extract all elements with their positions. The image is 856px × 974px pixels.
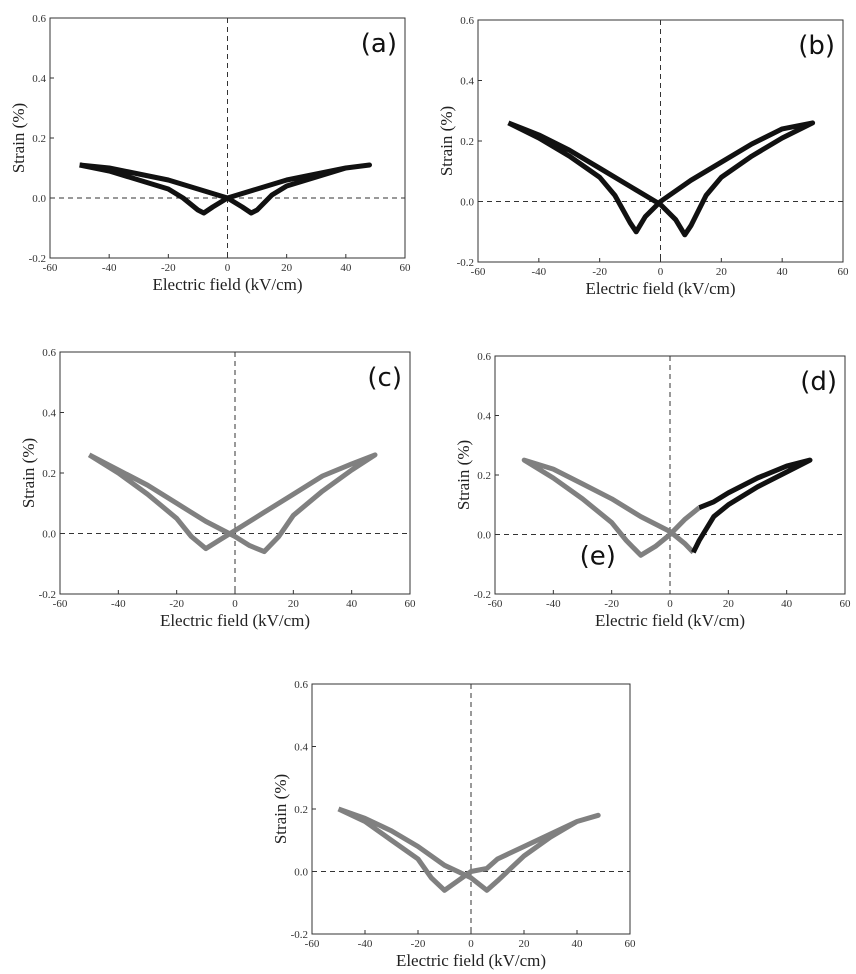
panel-label: (e) xyxy=(580,541,616,571)
y-tick-label: 0.4 xyxy=(460,76,474,88)
x-tick-label: 40 xyxy=(777,266,789,278)
y-tick-label: 0.4 xyxy=(42,408,56,420)
x-axis-label: Electric field (kV/cm) xyxy=(595,611,745,630)
x-tick-label: 40 xyxy=(572,938,584,950)
y-tick-label: 0.0 xyxy=(294,867,308,879)
y-axis-label: Strain (%) xyxy=(437,106,456,176)
y-tick-label: 0.2 xyxy=(42,468,56,480)
y-tick-label: 0.0 xyxy=(460,197,474,209)
x-tick-label: 40 xyxy=(340,262,352,274)
y-tick-label: 0.2 xyxy=(294,804,308,816)
x-tick-label: 0 xyxy=(225,262,231,274)
x-tick-label: 40 xyxy=(781,598,793,610)
x-tick-label: -20 xyxy=(161,262,176,274)
strain-curve xyxy=(521,457,701,558)
x-tick-label: 0 xyxy=(667,598,673,610)
x-tick-label: 60 xyxy=(405,598,417,610)
x-tick-label: 60 xyxy=(625,938,637,950)
x-tick-label: -60 xyxy=(43,262,58,274)
y-tick-label: -0.2 xyxy=(29,253,46,265)
y-tick-label: 0.2 xyxy=(477,470,491,482)
y-tick-label: -0.2 xyxy=(457,257,474,269)
x-tick-label: 0 xyxy=(468,938,474,950)
x-tick-label: 20 xyxy=(716,266,728,278)
x-tick-label: -60 xyxy=(488,598,503,610)
y-tick-label: 0.6 xyxy=(460,15,474,27)
y-tick-label: 0.4 xyxy=(32,73,46,85)
x-tick-label: 20 xyxy=(281,262,293,274)
x-tick-label: -60 xyxy=(53,598,68,610)
y-tick-label: 0.0 xyxy=(477,530,491,542)
x-axis-label: Electric field (kV/cm) xyxy=(160,611,310,630)
x-tick-label: 60 xyxy=(400,262,412,274)
panel-label: (b) xyxy=(798,31,835,61)
y-tick-label: 0.6 xyxy=(477,351,491,363)
y-tick-label: 0.2 xyxy=(460,136,474,148)
y-axis-label: Strain (%) xyxy=(271,774,290,844)
x-axis-label: Electric field (kV/cm) xyxy=(152,275,302,294)
x-tick-label: 0 xyxy=(232,598,238,610)
x-tick-label: -20 xyxy=(169,598,184,610)
x-axis-label: Electric field (kV/cm) xyxy=(585,279,735,298)
panel-label: (c) xyxy=(367,363,402,393)
y-tick-label: -0.2 xyxy=(39,589,56,601)
x-tick-label: 20 xyxy=(519,938,531,950)
x-axis-label: Electric field (kV/cm) xyxy=(396,951,546,970)
strain-curve xyxy=(507,120,816,238)
y-axis-label: Strain (%) xyxy=(454,440,473,510)
y-tick-label: -0.2 xyxy=(291,929,308,941)
strain-curve xyxy=(337,806,601,893)
y-tick-label: 0.4 xyxy=(294,742,308,754)
y-tick-label: 0.4 xyxy=(477,411,491,423)
y-tick-label: 0.0 xyxy=(32,193,46,205)
x-tick-label: -60 xyxy=(305,938,320,950)
y-tick-label: 0.2 xyxy=(32,133,46,145)
y-tick-label: 0.0 xyxy=(42,529,56,541)
strain-curve xyxy=(79,162,372,216)
strain-curve xyxy=(691,457,813,554)
y-tick-label: 0.6 xyxy=(42,347,56,359)
x-tick-label: -40 xyxy=(531,266,546,278)
x-tick-label: -20 xyxy=(411,938,426,950)
panel-label: (d) xyxy=(800,367,837,397)
x-tick-label: -20 xyxy=(604,598,619,610)
x-tick-label: -40 xyxy=(111,598,126,610)
x-tick-label: 20 xyxy=(288,598,300,610)
y-axis-label: Strain (%) xyxy=(9,103,28,173)
x-tick-label: -40 xyxy=(546,598,561,610)
x-tick-label: -20 xyxy=(592,266,607,278)
x-tick-label: 0 xyxy=(658,266,664,278)
x-tick-label: 60 xyxy=(840,598,852,610)
x-tick-label: 60 xyxy=(838,266,850,278)
y-tick-label: 0.6 xyxy=(32,13,46,25)
y-axis-label: Strain (%) xyxy=(19,438,38,508)
y-tick-label: -0.2 xyxy=(474,589,491,601)
panel-label: (a) xyxy=(361,29,397,59)
y-tick-label: 0.6 xyxy=(294,679,308,691)
x-tick-label: 20 xyxy=(723,598,735,610)
x-tick-label: -40 xyxy=(358,938,373,950)
x-tick-label: 40 xyxy=(346,598,358,610)
x-tick-label: -60 xyxy=(471,266,486,278)
strain-curve xyxy=(87,452,378,555)
x-tick-label: -40 xyxy=(102,262,117,274)
